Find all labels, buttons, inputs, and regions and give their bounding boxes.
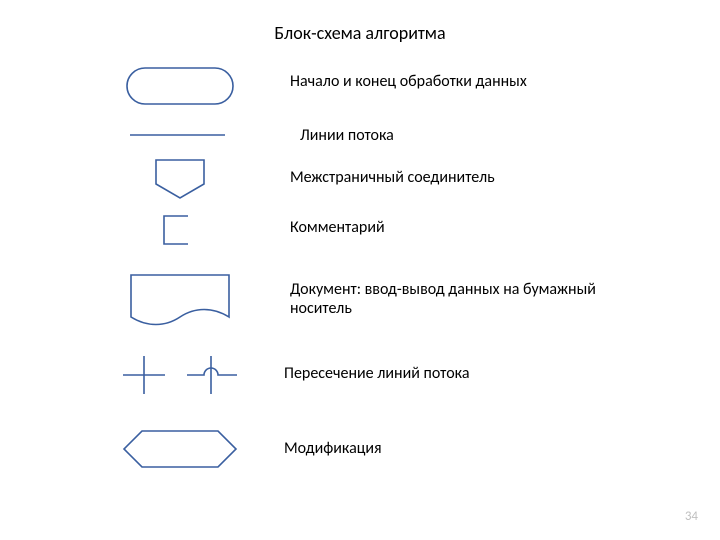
comment-shape: [164, 216, 188, 244]
page: Блок-схема алгоритма Начало и конец обра…: [0, 0, 720, 540]
offpage-shape: [156, 160, 204, 198]
page-title: Блок-схема алгоритма: [0, 22, 720, 44]
label-document: Документ: ввод-вывод данных на бумажный …: [290, 280, 650, 318]
symbol-comment: [110, 210, 250, 250]
label-modification: Модификация: [284, 439, 644, 458]
symbol-offpage: [110, 158, 250, 202]
document-shape: [131, 275, 229, 325]
modification-shape: [124, 431, 236, 467]
label-terminator: Начало и конец обработки данных: [290, 72, 650, 91]
symbol-flowline: [110, 120, 250, 150]
label-offpage: Межстраничный соединитель: [290, 168, 650, 187]
symbol-intersection: [110, 350, 250, 400]
symbol-document: [110, 270, 250, 334]
label-comment: Комментарий: [290, 218, 650, 237]
symbol-terminator: [110, 62, 250, 110]
terminator-shape: [127, 68, 233, 104]
symbol-modification: [110, 425, 250, 473]
label-flowline: Линии потока: [300, 126, 660, 145]
label-intersection: Пересечение линий потока: [284, 364, 644, 383]
page-number: 34: [685, 509, 698, 524]
